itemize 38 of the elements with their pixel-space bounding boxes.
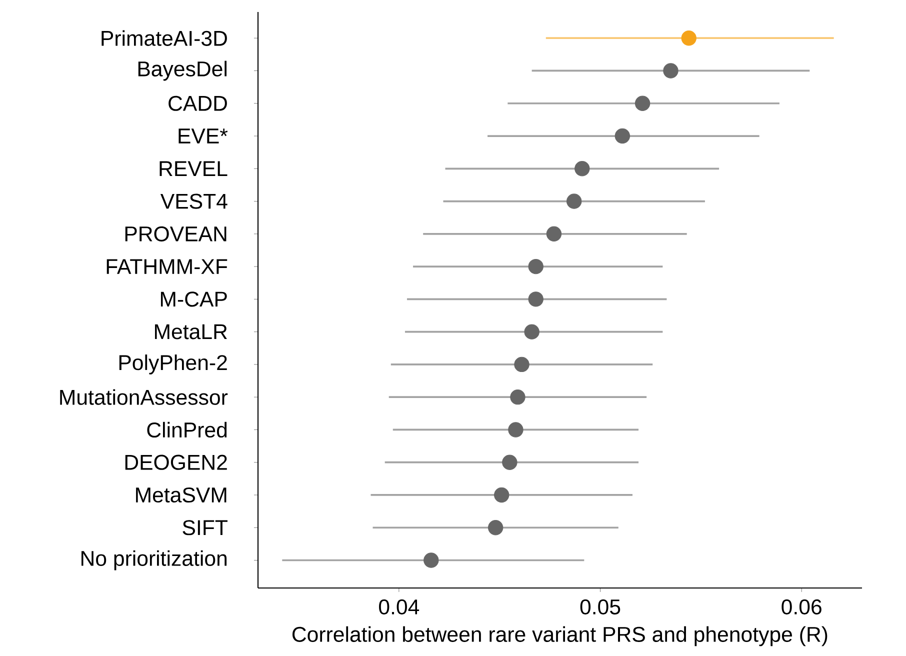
point bbox=[502, 454, 518, 470]
x-tick-label: 0.06 bbox=[782, 599, 822, 614]
y-tick-label: PolyPhen-2 bbox=[119, 354, 227, 374]
point bbox=[528, 258, 544, 274]
point bbox=[681, 30, 696, 46]
y-tick-label: No prioritization bbox=[82, 550, 227, 570]
point bbox=[574, 161, 590, 176]
y-tick-label: ClinPred bbox=[147, 422, 227, 438]
y-tick-label: PrimateAI-3D bbox=[102, 30, 227, 46]
point bbox=[488, 520, 504, 536]
point bbox=[508, 422, 524, 438]
point bbox=[424, 552, 439, 568]
point bbox=[514, 356, 530, 372]
x-tick-label: 0.05 bbox=[580, 599, 620, 614]
point bbox=[663, 63, 678, 78]
y-tick-label: FATHMM-XF bbox=[106, 259, 228, 274]
x-axis-title: Correlation between rare variant PRS and phenotype (R) bbox=[292, 626, 828, 646]
y-tick-label: BayesDel bbox=[138, 60, 227, 81]
point bbox=[546, 226, 562, 242]
y-tick-label: EVE* bbox=[178, 128, 228, 144]
y-tick-label: MetaLR bbox=[155, 324, 227, 340]
point bbox=[528, 292, 544, 307]
y-tick-label: PROVEAN bbox=[125, 226, 226, 242]
point bbox=[566, 194, 582, 209]
y-tick-label: VEST4 bbox=[160, 194, 228, 209]
point bbox=[614, 128, 630, 144]
y-tick-label: DEOGEN2 bbox=[125, 454, 227, 470]
y-tick-label: REVEL bbox=[160, 161, 228, 176]
y-tick-label: M-CAP bbox=[160, 292, 227, 307]
point bbox=[510, 389, 526, 405]
y-tick-label: SIFT bbox=[182, 520, 228, 536]
y-tick-label: MutationAssessor bbox=[60, 389, 228, 405]
x-tick-label: 0.04 bbox=[379, 599, 420, 614]
point bbox=[524, 324, 540, 340]
point bbox=[634, 96, 650, 111]
point bbox=[494, 487, 510, 503]
y-tick-label: MetaSVM bbox=[136, 487, 226, 503]
y-tick-label: CADD bbox=[168, 96, 227, 111]
